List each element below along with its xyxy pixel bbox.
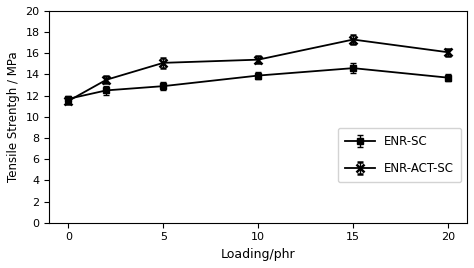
Y-axis label: Tensile Strentgh / MPa: Tensile Strentgh / MPa [7, 51, 20, 182]
X-axis label: Loading/phr: Loading/phr [221, 248, 295, 261]
Legend: ENR-SC, ENR-ACT-SC: ENR-SC, ENR-ACT-SC [338, 128, 461, 182]
